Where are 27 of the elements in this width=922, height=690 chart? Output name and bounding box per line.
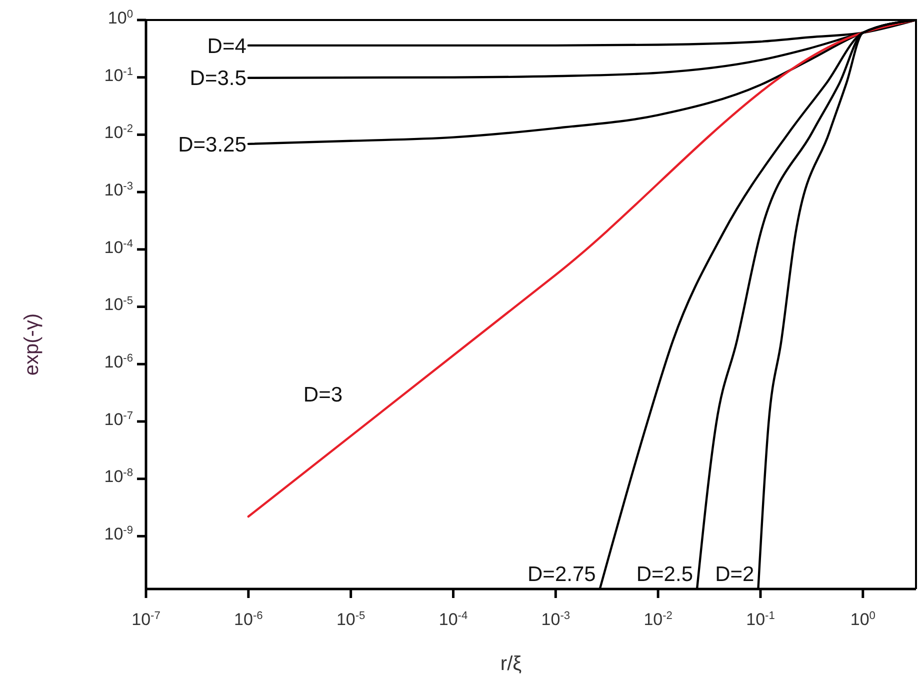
series-label: D=3.25 [178, 133, 246, 156]
y-tick-label: 10$^{-2}$ [104, 123, 133, 142]
y-tick-label: 10$^{-5}$ [104, 295, 133, 314]
y-axis-title: exp(-γ) [21, 313, 43, 376]
series-label: D=2.75 [528, 563, 596, 586]
x-tick-label: 10$^{-2}$ [644, 610, 672, 629]
x-tick-label: 10$^{-5}$ [336, 610, 366, 629]
series-label: D=3.5 [190, 67, 246, 90]
y-tick-label: 10$^{0}$ [108, 8, 133, 28]
series-label: D=4 [207, 34, 247, 58]
y-tick-label: 10$^{-4}$ [104, 238, 133, 257]
x-axis-title: r/ξ [500, 653, 522, 675]
y-tick-label: 10$^{-1}$ [104, 66, 133, 85]
x-tick-label: 10$^{-4}$ [438, 610, 468, 629]
y-tick-label: 10$^{-9}$ [104, 524, 133, 544]
series-label: D=3 [303, 384, 343, 407]
x-tick-label: 10$^{-7}$ [132, 610, 160, 629]
x-tick-label: 10$^{0}$ [850, 610, 876, 629]
x-tick-label: 10$^{-1}$ [746, 610, 775, 629]
x-tick-label: 10$^{-6}$ [234, 610, 263, 629]
series-label: D=2 [715, 563, 754, 586]
y-tick-label: 10$^{-6}$ [104, 352, 133, 372]
series-label: D=2.5 [636, 563, 694, 586]
x-tick-label: 10$^{-3}$ [541, 610, 570, 629]
y-tick-label: 10$^{-8}$ [104, 467, 133, 486]
y-tick-label: 10$^{-3}$ [104, 180, 133, 200]
y-tick-label: 10$^{-7}$ [104, 410, 133, 429]
